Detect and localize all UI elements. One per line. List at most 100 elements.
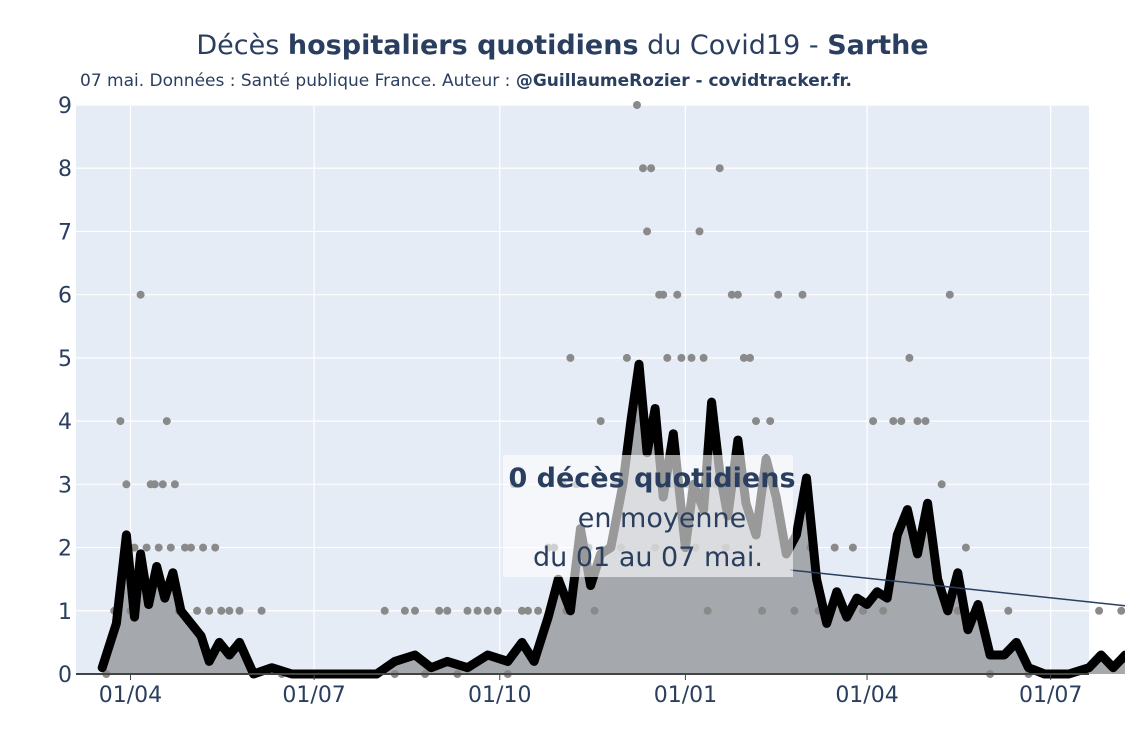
y-tick-label: 5 [58, 347, 72, 372]
annotation-line-3: du 01 au 07 mai. [533, 542, 763, 573]
daily-value-dot [162, 417, 171, 426]
daily-value-dot [879, 606, 888, 615]
daily-value-dot [211, 543, 220, 552]
daily-value-dot [937, 480, 946, 489]
daily-value-dot [181, 543, 189, 552]
daily-value-dot [733, 290, 742, 299]
daily-value-dot [205, 606, 214, 615]
y-tick-label: 3 [58, 473, 72, 498]
daily-value-dot [639, 164, 647, 173]
x-axis-ticks: 01/0401/0701/1001/0101/0401/0701/1001/01… [99, 674, 1082, 708]
daily-value-dot [158, 480, 167, 489]
daily-value-dot [217, 606, 226, 615]
daily-value-dot [921, 417, 930, 426]
annotation-box: 0 décès quotidiens en moyenne du 01 au 0… [503, 455, 796, 577]
daily-value-dot [758, 606, 767, 615]
daily-value-dot [830, 543, 839, 552]
rolling-average-area [102, 364, 1125, 674]
daily-value-dot [1117, 606, 1125, 615]
daily-value-dot [643, 227, 652, 236]
daily-value-dot [659, 290, 668, 299]
daily-value-dot [463, 606, 472, 615]
daily-value-dot [380, 606, 389, 615]
x-tick-label: 01/07 [282, 683, 345, 708]
daily-value-dot [199, 543, 208, 552]
daily-value-dot [869, 417, 878, 426]
daily-value-dot [411, 606, 419, 615]
daily-value-dot [566, 353, 575, 362]
daily-value-dot [483, 606, 492, 615]
daily-value-dot [534, 606, 543, 615]
y-tick-label: 8 [58, 157, 72, 182]
daily-value-dot [715, 164, 724, 173]
daily-value-dot [257, 606, 266, 615]
y-tick-label: 9 [58, 94, 72, 119]
daily-value-dot [647, 164, 656, 173]
subtitle-author: @GuillaumeRozier - covidtracker.fr. [515, 71, 852, 91]
annotation-line-1: 0 décès quotidiens [508, 463, 795, 494]
daily-value-dot [848, 543, 857, 552]
daily-value-dot [699, 353, 708, 362]
y-tick-label: 1 [58, 600, 72, 625]
daily-value-dot [443, 606, 452, 615]
daily-value-dot [790, 606, 799, 615]
daily-value-dot [622, 353, 631, 362]
daily-value-dot [116, 417, 125, 426]
daily-value-dot [142, 543, 151, 552]
daily-value-dot [766, 417, 775, 426]
daily-value-dot [727, 290, 736, 299]
y-tick-label: 7 [58, 220, 72, 245]
y-axis-ticks: 0 1 2 3 4 5 6 7 8 9 [58, 94, 72, 688]
daily-value-dot [136, 290, 145, 299]
x-tick-label: 01/04 [835, 683, 898, 708]
y-tick-label: 2 [58, 537, 72, 562]
rolling-average-line [97, 359, 1125, 679]
daily-value-dot [235, 606, 244, 615]
daily-value-dot [687, 353, 696, 362]
y-tick-label: 0 [58, 663, 72, 688]
daily-value-dot [961, 543, 970, 552]
daily-value-dot [187, 543, 195, 552]
daily-value-dot [752, 417, 760, 426]
y-tick-label: 4 [58, 410, 72, 435]
daily-value-dot [473, 606, 482, 615]
title-part-2: hospitaliers quotidiens [287, 30, 639, 61]
daily-value-dot [166, 543, 175, 552]
daily-value-dot [1095, 606, 1104, 615]
annotation-arrow [789, 569, 1125, 607]
daily-value-dot [774, 290, 783, 299]
title-part-1: Décès [196, 30, 288, 61]
daily-value-dot [590, 606, 599, 615]
daily-value-dot [633, 101, 641, 109]
daily-value-dot [746, 353, 754, 362]
daily-value-dot [150, 480, 159, 489]
x-tick-label: 01/10 [468, 683, 531, 708]
daily-value-dot [524, 606, 532, 615]
daily-value-dot [889, 417, 898, 426]
daily-value-dot [703, 606, 712, 615]
x-tick-label: 01/01 [654, 683, 717, 708]
daily-value-dot [225, 606, 234, 615]
daily-value-dot [945, 290, 954, 299]
daily-value-dot [435, 606, 444, 615]
annotation-background [503, 455, 793, 577]
title-part-3: du Covid19 - [638, 30, 828, 61]
daily-value-dot [859, 606, 867, 615]
y-tick-label: 6 [58, 284, 72, 309]
daily-value-dot [170, 480, 179, 489]
daily-value-dot [798, 290, 807, 299]
title-part-4: Sarthe [827, 30, 929, 61]
daily-value-dot [518, 606, 526, 615]
daily-value-dot [663, 353, 672, 362]
daily-value-dot [596, 417, 605, 426]
daily-value-dot [122, 480, 131, 489]
chart-title: Décès hospitaliers quotidiens du Covid19… [0, 30, 1125, 61]
daily-value-dot [897, 417, 906, 426]
annotation-line-2: en moyenne [578, 503, 747, 534]
daily-value-dot [739, 353, 748, 362]
daily-value-dot [193, 606, 202, 615]
daily-value-dot [695, 227, 704, 236]
x-tick-label: 01/07 [1019, 683, 1082, 708]
daily-value-dot [673, 290, 682, 299]
